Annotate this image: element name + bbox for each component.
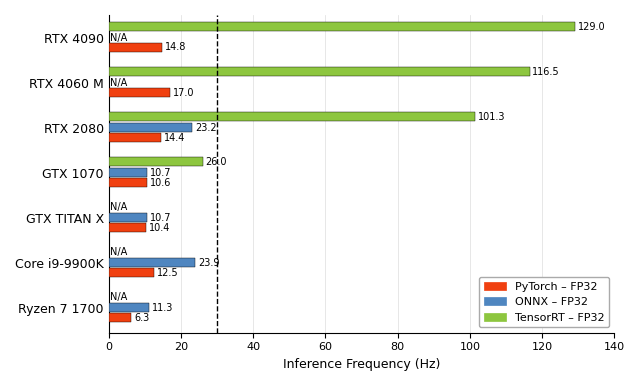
Text: 10.6: 10.6 xyxy=(150,178,171,188)
Bar xyxy=(109,303,149,312)
Legend: PyTorch – FP32, ONNX – FP32, TensorRT – FP32: PyTorch – FP32, ONNX – FP32, TensorRT – … xyxy=(479,277,609,327)
Text: N/A: N/A xyxy=(109,292,127,302)
Text: N/A: N/A xyxy=(109,78,127,88)
Bar xyxy=(109,178,147,187)
Bar xyxy=(109,258,195,267)
Bar xyxy=(109,268,154,277)
Text: 116.5: 116.5 xyxy=(532,67,560,77)
Text: 10.7: 10.7 xyxy=(150,213,172,223)
Bar xyxy=(109,168,147,177)
Text: N/A: N/A xyxy=(109,247,127,257)
Bar xyxy=(109,22,575,31)
Bar xyxy=(109,112,475,121)
Text: N/A: N/A xyxy=(109,202,127,212)
Bar xyxy=(109,157,202,166)
Bar xyxy=(109,213,147,222)
Bar xyxy=(109,88,170,97)
Bar xyxy=(109,43,162,52)
Text: 23.9: 23.9 xyxy=(198,258,220,268)
Text: 101.3: 101.3 xyxy=(477,112,505,122)
Bar xyxy=(109,123,193,132)
Text: 129.0: 129.0 xyxy=(577,22,605,32)
Text: 14.8: 14.8 xyxy=(165,42,186,52)
Text: 11.3: 11.3 xyxy=(152,303,173,313)
Text: 14.4: 14.4 xyxy=(164,132,185,142)
Text: 6.3: 6.3 xyxy=(134,313,150,323)
Text: 17.0: 17.0 xyxy=(173,88,195,98)
Text: 26.0: 26.0 xyxy=(205,157,227,167)
Bar xyxy=(109,313,131,322)
Bar xyxy=(109,223,146,232)
X-axis label: Inference Frequency (Hz): Inference Frequency (Hz) xyxy=(283,358,440,371)
Text: N/A: N/A xyxy=(109,32,127,42)
Text: 23.2: 23.2 xyxy=(195,123,217,133)
Text: 10.7: 10.7 xyxy=(150,168,172,178)
Text: 12.5: 12.5 xyxy=(157,268,179,278)
Text: 10.4: 10.4 xyxy=(149,223,170,233)
Bar xyxy=(109,133,161,142)
Bar xyxy=(109,67,529,76)
